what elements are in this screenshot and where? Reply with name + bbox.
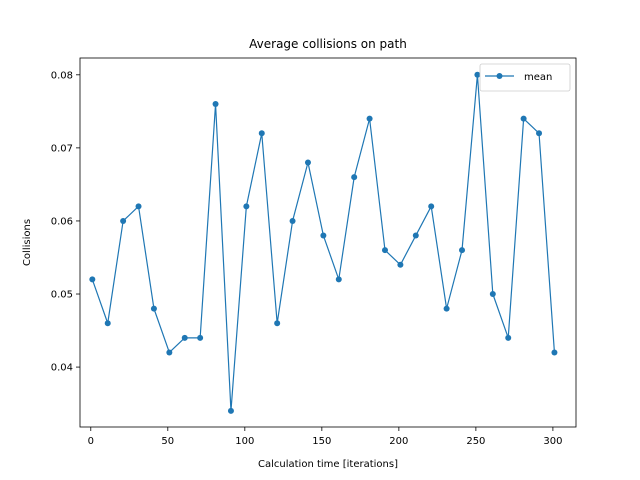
x-tick-label: 150 bbox=[312, 436, 331, 447]
x-tick-label: 300 bbox=[543, 436, 562, 447]
x-tick-label: 250 bbox=[466, 436, 485, 447]
data-point bbox=[536, 130, 543, 137]
data-point bbox=[320, 232, 327, 239]
data-point bbox=[166, 349, 173, 356]
data-point bbox=[181, 334, 188, 341]
x-tick-label: 50 bbox=[161, 436, 174, 447]
x-tick-label: 200 bbox=[389, 436, 408, 447]
x-tick-label: 0 bbox=[88, 436, 94, 447]
data-point bbox=[351, 174, 358, 181]
y-axis: 0.04 0.05 0.06 0.07 0.08 bbox=[51, 70, 80, 374]
data-point bbox=[366, 115, 373, 122]
data-point bbox=[397, 261, 404, 268]
data-point bbox=[197, 334, 204, 341]
data-point bbox=[428, 203, 435, 210]
data-point bbox=[243, 203, 250, 210]
data-point bbox=[443, 305, 450, 312]
data-point bbox=[289, 217, 296, 224]
data-point bbox=[227, 407, 234, 414]
x-axis: 0 50 100 150 200 250 300 bbox=[88, 427, 562, 447]
y-tick-label: 0.04 bbox=[51, 363, 73, 374]
data-point bbox=[150, 305, 157, 312]
legend: mean bbox=[479, 63, 571, 92]
legend-box bbox=[479, 63, 571, 92]
data-point bbox=[474, 71, 481, 78]
x-tick-label: 100 bbox=[235, 436, 254, 447]
y-tick-label: 0.06 bbox=[51, 216, 73, 227]
data-point bbox=[412, 232, 419, 239]
data-point bbox=[258, 130, 265, 137]
data-point bbox=[459, 247, 466, 254]
data-point bbox=[520, 115, 527, 122]
data-point bbox=[304, 159, 311, 166]
legend-label-mean: mean bbox=[524, 72, 552, 83]
data-point bbox=[489, 291, 496, 298]
x-axis-title: Calculation time [iterations] bbox=[258, 459, 398, 470]
data-point bbox=[381, 247, 388, 254]
data-point bbox=[135, 203, 142, 210]
legend-marker-mean bbox=[496, 73, 503, 79]
plot-frame bbox=[79, 57, 577, 428]
series-layer bbox=[89, 71, 558, 414]
data-point bbox=[120, 217, 127, 224]
data-point bbox=[274, 320, 281, 327]
data-point bbox=[212, 101, 219, 108]
y-tick-label: 0.05 bbox=[51, 290, 73, 301]
plot-area bbox=[80, 58, 576, 427]
data-point bbox=[89, 276, 96, 283]
data-point bbox=[104, 320, 111, 327]
y-tick-label: 0.08 bbox=[51, 70, 73, 81]
y-axis-title: Collisions bbox=[22, 219, 33, 266]
data-point bbox=[551, 349, 558, 356]
data-point bbox=[335, 276, 342, 283]
data-point bbox=[505, 334, 512, 341]
chart-title: Average collisions on path bbox=[249, 37, 407, 51]
y-tick-label: 0.07 bbox=[51, 143, 73, 154]
